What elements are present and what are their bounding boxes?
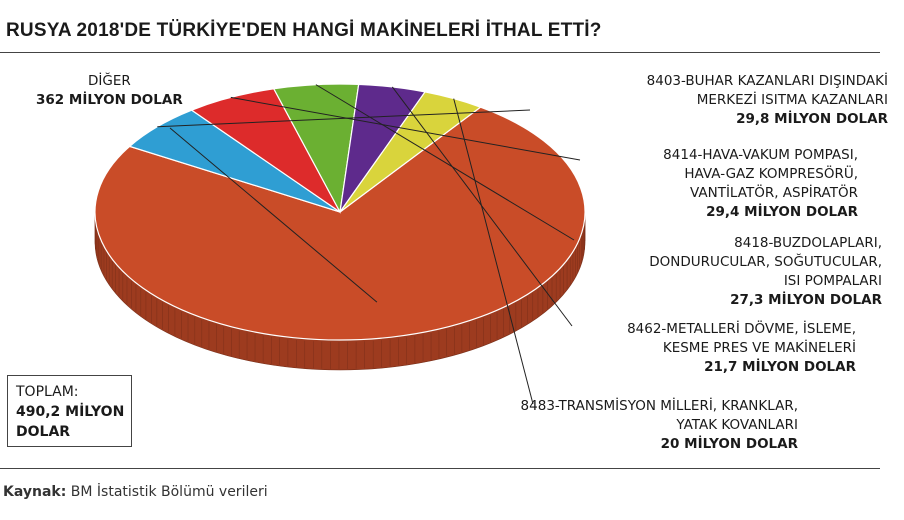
- slice-name-line: 8418-BUZDOLAPLARI,: [734, 235, 882, 251]
- slice-label-8418: 8418-BUZDOLAPLARI, DONDURUCULAR, SOĞUTUC…: [649, 234, 882, 310]
- total-label: TOPLAM:: [16, 384, 79, 400]
- source-note: Kaynak: BM İstatistik Bölümü verileri: [3, 484, 268, 500]
- leader-line-8418: [315, 84, 575, 241]
- slice-name-line: DONDURUCULAR, SOĞUTUCULAR,: [649, 254, 882, 270]
- slice-name-line: VANTİLATÖR, ASPİRATÖR: [690, 185, 858, 201]
- slice-label-8483: 8483-TRANSMİSYON MİLLERİ, KRANKLAR, YATA…: [521, 397, 798, 454]
- slice-name-line: 8414-HAVA-VAKUM POMPASI,: [663, 147, 858, 163]
- pie-side-layer: [94, 211, 586, 371]
- slice-value: 21,7 MİLYON DOLAR: [704, 359, 856, 375]
- slice-name-line: 8483-TRANSMİSYON MİLLERİ, KRANKLAR,: [520, 398, 798, 414]
- slice-name-line: ISI POMPALARI: [783, 273, 882, 289]
- leader-lines: [157, 84, 581, 405]
- slice-name-line: 8403-BUHAR KAZANLARI DIŞINDAKİ: [646, 73, 888, 89]
- pie-top-layer: [94, 83, 586, 341]
- slice-label-8462: 8462-METALLERİ DÖVME, İSLEME, KESME PRES…: [627, 320, 856, 377]
- bottom-divider: [0, 468, 880, 469]
- chart-title: RUSYA 2018'DE TÜRKİYE'DEN HANGİ MAKİNELE…: [6, 20, 602, 41]
- slice-label-8403: 8403-BUHAR KAZANLARI DIŞINDAKİ MERKEZİ I…: [647, 72, 888, 129]
- slice-name-line: KESME PRES VE MAKİNELERİ: [662, 340, 856, 356]
- slice-value: 29,4 MİLYON DOLAR: [706, 204, 858, 220]
- source-label: Kaynak:: [3, 484, 67, 500]
- top-divider: [0, 52, 880, 53]
- slice-name-line: YATAK KOVANLARI: [676, 417, 798, 433]
- pie-slice-dier: [94, 106, 586, 341]
- slice-value: 362 MİLYON DOLAR: [36, 92, 183, 108]
- pie-chart: [94, 83, 586, 405]
- slice-name-line: HAVA-GAZ KOMPRESÖRÜ,: [684, 166, 858, 182]
- slice-value: 20 MİLYON DOLAR: [660, 436, 798, 452]
- total-value: 490,2 MİLYON DOLAR: [16, 404, 125, 440]
- leader-line-8414: [230, 96, 581, 161]
- slice-label-diger: DİĞER 362 MİLYON DOLAR: [36, 72, 183, 110]
- slice-value: 27,3 MİLYON DOLAR: [730, 292, 882, 308]
- total-box: TOPLAM: 490,2 MİLYON DOLAR: [7, 375, 132, 447]
- slice-name-line: MERKEZİ ISITMA KAZANLARI: [696, 92, 888, 108]
- leader-line-dier: [169, 127, 378, 303]
- leader-line-8403: [157, 109, 531, 128]
- slice-label-8414: 8414-HAVA-VAKUM POMPASI, HAVA-GAZ KOMPRE…: [663, 146, 858, 222]
- leader-line-8483: [453, 98, 534, 405]
- slice-name-line: 8462-METALLERİ DÖVME, İSLEME,: [627, 321, 856, 337]
- slice-name: DİĞER: [87, 73, 131, 89]
- source-text: BM İstatistik Bölümü verileri: [70, 484, 268, 500]
- slice-value: 29,8 MİLYON DOLAR: [736, 111, 888, 127]
